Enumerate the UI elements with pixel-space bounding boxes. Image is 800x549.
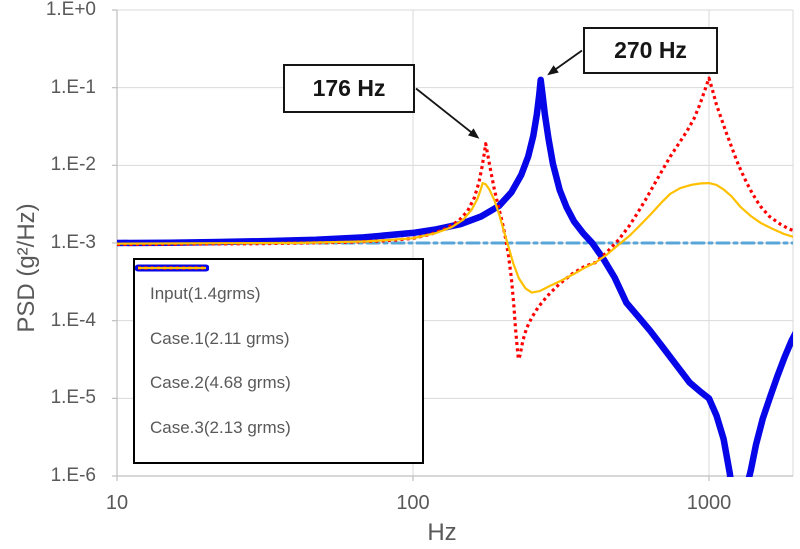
x-tick-label: 100 (396, 492, 430, 514)
legend-item-case2: Case.2(4.68 grms) (138, 266, 422, 393)
y-tick-label: 1.E-6 (50, 465, 96, 487)
arrowhead-icon (467, 128, 480, 139)
legend-item-label: Input(1.4grms) (150, 284, 261, 304)
y-tick-label: 1.E-5 (50, 387, 96, 409)
legend-item-case1: Case.1(2.11 grms) (135, 264, 422, 349)
annotation-270hz: 270 Hz (583, 27, 718, 74)
series-case3-curve (117, 182, 793, 294)
x-tick-label: 10 (105, 492, 129, 514)
x-axis-title: Hz (427, 519, 457, 546)
arrowhead-icon (547, 65, 559, 76)
legend-item-input: Input(1.4grms) (138, 266, 422, 304)
legend-item-case3: Case.3(2.13 grms) (138, 266, 422, 438)
y-tick-label: 1.E+0 (45, 0, 96, 20)
series-curves (117, 76, 793, 477)
y-tick-label: 1.E-1 (50, 76, 96, 98)
x-tick-label: 1000 (686, 492, 732, 514)
y-tick-label: 1.E-2 (50, 154, 96, 176)
legend-item-label: Case.3(2.13 grms) (150, 417, 291, 437)
legend-item-label: Case.1(2.11 grms) (150, 328, 290, 348)
legend-sample-case3-line (138, 266, 206, 270)
legend-item-label: Case.2(4.68 grms) (150, 373, 291, 393)
series-case1-curve (117, 76, 793, 477)
y-tick-label: 1.E-3 (50, 232, 96, 253)
legend-box: Input(1.4grms) Case.1(2.11 grms) Case.2(… (133, 258, 424, 464)
annotation-arrows (415, 49, 583, 139)
y-tick-label: 1.E-4 (50, 309, 96, 331)
annotation-176hz: 176 Hz (283, 64, 415, 113)
